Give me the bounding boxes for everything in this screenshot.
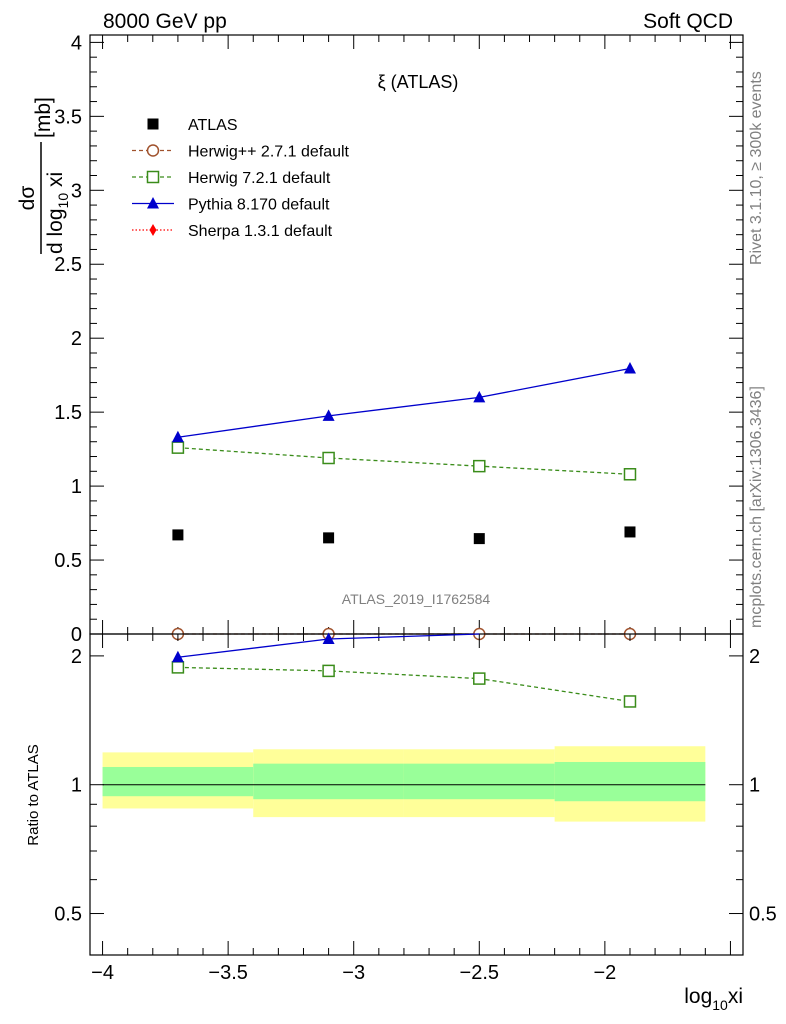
- data-point: [171, 661, 185, 674]
- x-label-sub: 10: [712, 997, 728, 1013]
- series-herwig-7-2-1-default: [171, 661, 637, 708]
- legend-label: Herwig++ 2.7.1 default: [188, 144, 350, 161]
- chart-title: ξ (ATLAS): [378, 72, 459, 92]
- data-point: [623, 468, 637, 481]
- ratio-y-tick-label: 2: [71, 646, 82, 668]
- data-point: [171, 441, 185, 454]
- y-tick-label: 2: [71, 328, 82, 350]
- data-point: [473, 390, 486, 403]
- data-point: [473, 533, 485, 545]
- series-line: [177, 446, 631, 475]
- data-point: [623, 695, 637, 708]
- series-atlas: [172, 526, 636, 545]
- mcplots-source-label: mcplots.cern.ch [arXiv:1306.3436]: [748, 386, 765, 628]
- ratio-y-tick-label-right: 1: [749, 775, 760, 797]
- series-line: [177, 666, 631, 703]
- ratio-y-tick-label-right: 2: [749, 646, 760, 668]
- band-inner-bin: [253, 763, 404, 800]
- ratio-frame: [89, 633, 744, 956]
- ratio-panel: Ratio to ATLAS log10xi −4 −3.5 −3 −2.5 −2 0.5…: [25, 632, 777, 1013]
- data-point: [323, 532, 335, 544]
- series-pythia-8-170-default: [171, 632, 480, 663]
- band-inner-bin: [403, 763, 555, 800]
- y-label-den-sub: 10: [55, 193, 71, 209]
- legend-entry: ATLAS: [147, 117, 238, 134]
- x-tick-label: −3.5: [208, 962, 247, 984]
- data-point: [171, 650, 184, 663]
- x-tick-label: −4: [91, 962, 114, 984]
- y-tick-label: 1.5: [54, 402, 82, 424]
- y-tick-label: 1: [71, 476, 82, 498]
- series-line: [177, 367, 631, 438]
- x-tick-label: −3: [342, 962, 365, 984]
- band-inner-bin: [102, 766, 254, 797]
- data-point: [322, 409, 335, 421]
- band-inner-bin: [554, 761, 706, 802]
- y-tick-label: 0.5: [54, 550, 82, 572]
- x-tick-label: −2: [593, 962, 616, 984]
- legend-entry: Pythia 8.170 default: [132, 197, 330, 214]
- x-axis-label: log10xi: [684, 985, 743, 1013]
- ratio-y-axis-label: Ratio to ATLAS: [25, 744, 42, 845]
- legend: ATLAS Herwig++ 2.7.1 default Herwig 7.2.1 …: [132, 117, 350, 240]
- ratio-y-tick-label-right: 0.5: [749, 904, 777, 926]
- rivet-version-label: Rivet 3.1.10, ≥ 300k events: [748, 71, 765, 265]
- y-tick-label: 0: [71, 624, 82, 646]
- y-tick-label: 4: [71, 32, 82, 54]
- ratio-y-tick-label: 1: [71, 775, 82, 797]
- main-panel: ξ (ATLAS) ATLAS_2019_I1762584 dσ d log10…: [16, 32, 744, 646]
- x-label-b: xi: [728, 985, 743, 1008]
- analysis-id-watermark: ATLAS_2019_I1762584: [342, 591, 491, 607]
- series-herwig-7-2-1-default: [171, 441, 637, 481]
- legend-label: Pythia 8.170 default: [188, 197, 330, 214]
- legend-label: ATLAS: [188, 117, 238, 134]
- legend-marker: [147, 118, 159, 130]
- legend-marker: [146, 170, 160, 184]
- legend-label: Herwig 7.2.1 default: [188, 170, 331, 187]
- x-tick-label: −2.5: [460, 962, 499, 984]
- y-label-numerator: dσ: [16, 186, 39, 211]
- svg-text:dσ: dσ: [16, 186, 39, 211]
- data-point: [623, 362, 636, 374]
- data-point: [624, 526, 636, 538]
- data-point: [322, 664, 335, 678]
- data-point: [473, 459, 486, 473]
- legend-entry: Herwig++ 2.7.1 default: [132, 144, 350, 161]
- y-tick-label: 3.5: [54, 106, 82, 128]
- svg-text:d log10 xi: d log10 xi: [44, 172, 71, 254]
- legend-marker: [147, 197, 159, 209]
- ratio-uncertainty-bands: [102, 746, 706, 822]
- data-point: [322, 451, 335, 465]
- legend-marker: [146, 144, 160, 157]
- y-label-den-a: d log: [44, 208, 67, 254]
- x-label-a: log: [684, 985, 712, 1008]
- data-point: [322, 632, 335, 645]
- y-label-unit: [mb]: [32, 97, 55, 138]
- legend-entry: Sherpa 1.3.1 default: [132, 223, 333, 240]
- svg-text:[mb]: [mb]: [32, 97, 55, 138]
- y-tick-label: 3: [71, 180, 82, 202]
- y-tick-label: 2.5: [54, 254, 82, 276]
- data-point: [172, 529, 184, 541]
- legend-entry: Herwig 7.2.1 default: [132, 170, 331, 187]
- y-label-den-b: xi: [44, 172, 67, 193]
- series-pythia-8-170-default: [171, 362, 636, 443]
- header-category-label: Soft QCD: [643, 10, 733, 33]
- legend-label: Sherpa 1.3.1 default: [188, 223, 333, 240]
- data-point: [171, 430, 184, 443]
- header-beam-label: 8000 GeV pp: [103, 10, 227, 33]
- data-point: [473, 672, 486, 685]
- main-y-axis-label: dσ d log10 xi [mb]: [16, 97, 71, 254]
- legend-marker: [149, 224, 157, 236]
- ratio-y-tick-label: 0.5: [54, 904, 82, 926]
